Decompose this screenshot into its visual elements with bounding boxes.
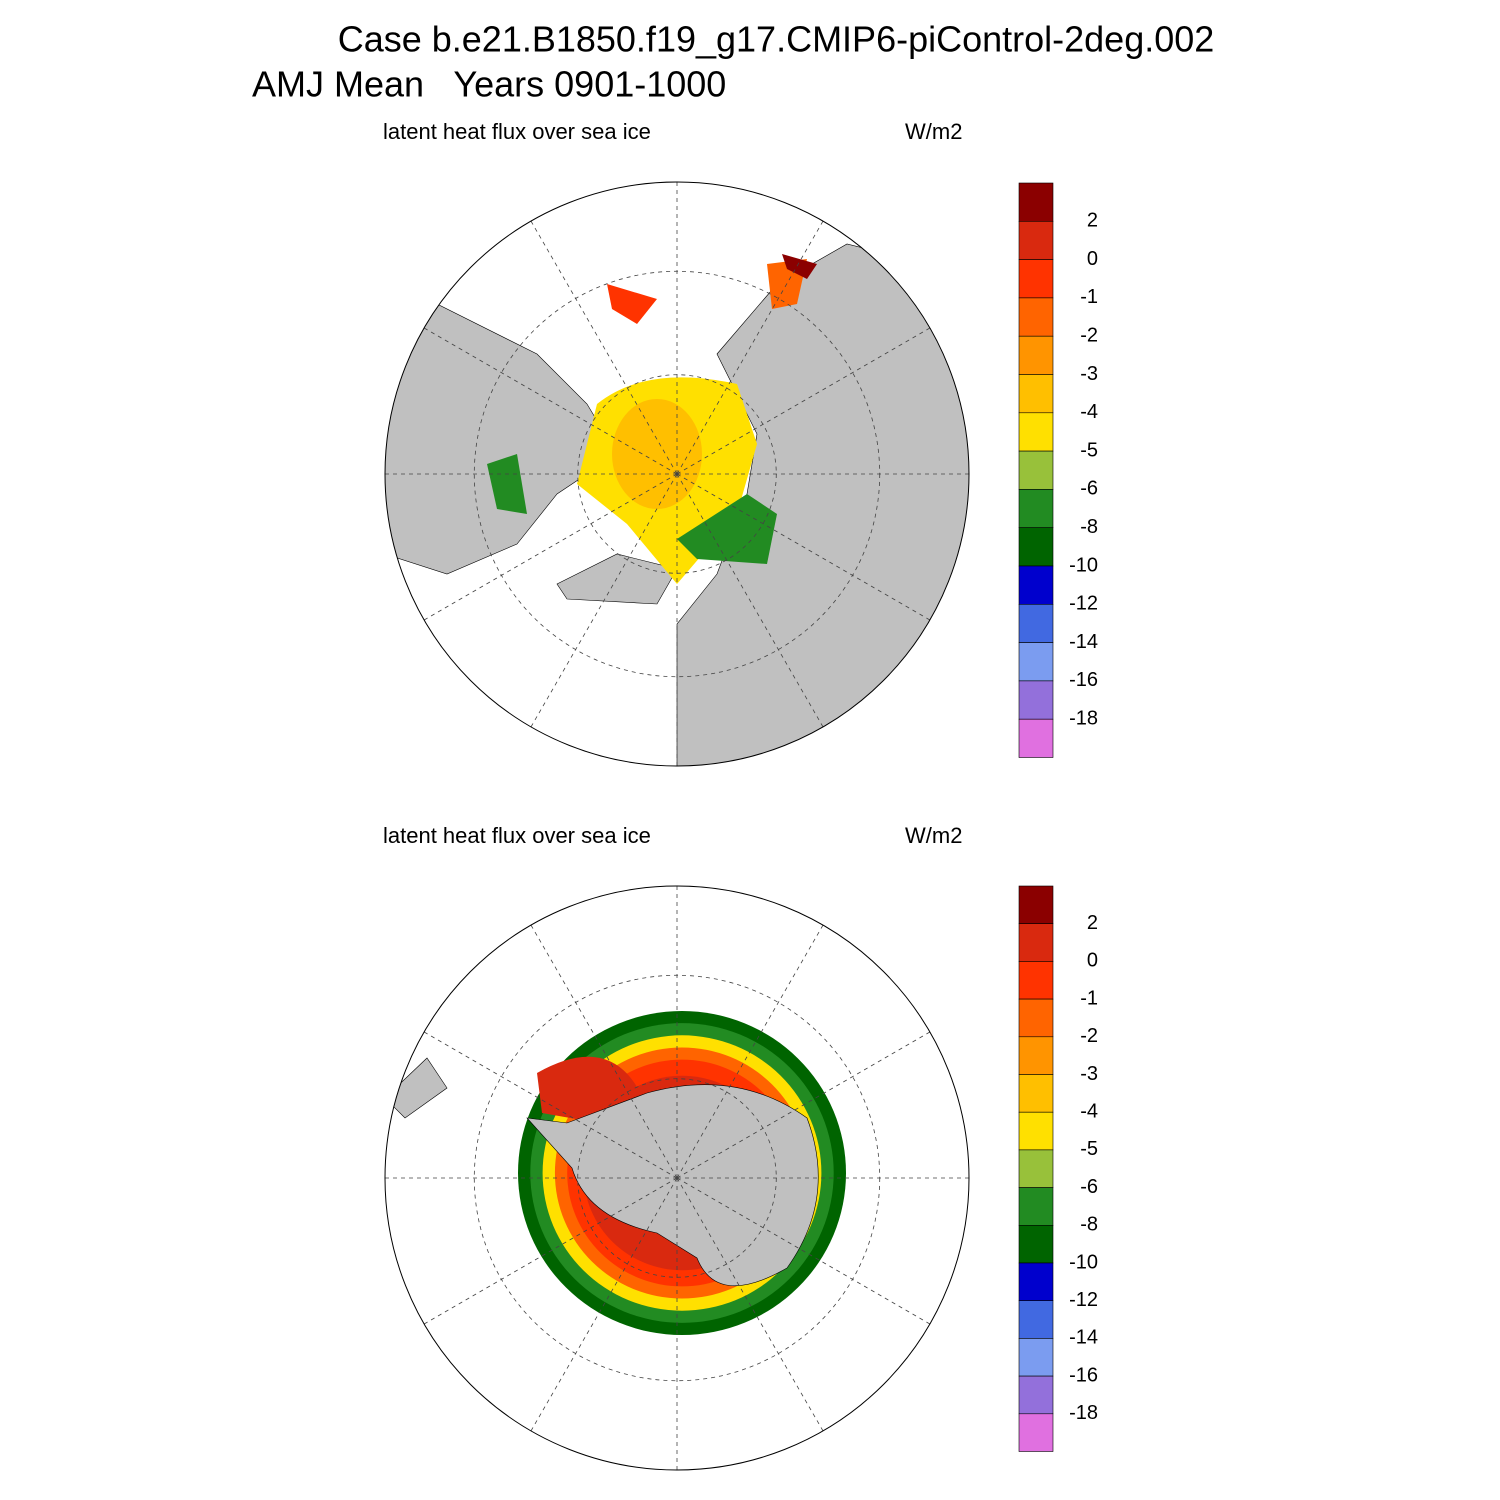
colorbar-box [1018, 1300, 1054, 1339]
map-border [384, 885, 970, 1471]
colorbar-box [1018, 718, 1054, 758]
title-line: Case b.e21.B1850.f19_g17.CMIP6-piControl… [338, 19, 1215, 60]
sea-ice [677, 494, 777, 564]
colorbar-label: -10 [1069, 1251, 1098, 1273]
land [385, 1057, 448, 1119]
colorbar-box [1018, 998, 1054, 1038]
sea-ice [607, 284, 657, 324]
colorbar-box [1018, 923, 1054, 962]
colorbar-box [1018, 1111, 1054, 1151]
colorbar-box [1018, 297, 1054, 337]
colorbar-label: -6 [1080, 1176, 1098, 1198]
colorbar-label: -12 [1069, 593, 1098, 615]
sea-ice [612, 399, 702, 509]
colorbar-box [1018, 1036, 1054, 1075]
colorbar-label: -5 [1080, 1138, 1098, 1160]
colorbar-box [1018, 527, 1054, 567]
colorbar-box [1018, 642, 1054, 682]
sea-ice [782, 254, 817, 279]
longitude-line [676, 1177, 824, 1432]
longitude-line [676, 1031, 931, 1179]
colorbar-label: -3 [1080, 363, 1098, 385]
colorbar-label: -3 [1080, 1063, 1098, 1085]
colorbar-label: -8 [1080, 516, 1098, 538]
colorbar-label: -18 [1069, 1402, 1098, 1424]
longitude-line [423, 327, 678, 475]
colorbar-box [1018, 374, 1054, 414]
graticule [385, 182, 969, 766]
longitude-line [676, 473, 824, 728]
colorbar-box [1018, 450, 1054, 490]
colorbar-box [1018, 412, 1054, 452]
title-line: AMJ Mean Years 0901-1000 [252, 64, 726, 105]
panel-label: latent heat flux over sea ice [383, 823, 651, 848]
map-border [384, 181, 970, 767]
colorbar-box [1018, 182, 1054, 222]
colorbar-label: -12 [1069, 1289, 1098, 1311]
longitude-line [423, 1031, 678, 1179]
colorbar-label: -14 [1069, 1327, 1098, 1349]
colorbar-label: -10 [1069, 554, 1098, 576]
longitude-line [423, 473, 678, 621]
colorbar-box [1018, 1149, 1054, 1188]
colorbar-label: -6 [1080, 478, 1098, 500]
longitude-line [676, 924, 824, 1179]
longitude-line [530, 220, 678, 475]
colorbar-label: -5 [1080, 439, 1098, 461]
longitude-line [423, 1177, 678, 1325]
colorbar-label: -16 [1069, 669, 1098, 691]
colorbar-box [1018, 335, 1054, 375]
colorbar-box [1018, 1338, 1054, 1377]
colorbar-label: 0 [1087, 248, 1098, 270]
colorbar-box [1018, 885, 1054, 925]
units-label: W/m2 [905, 119, 962, 144]
colorbar-box [1018, 1074, 1054, 1113]
colorbar-label: -16 [1069, 1364, 1098, 1386]
graticule [385, 886, 969, 1470]
colorbar-label: -2 [1080, 324, 1098, 346]
colorbar-box [1018, 221, 1054, 260]
colorbar-box [1018, 1187, 1054, 1226]
colorbar-box [1018, 489, 1054, 528]
colorbar-box [1018, 565, 1054, 605]
colorbar-label: -2 [1080, 1025, 1098, 1047]
colorbar-box [1018, 1413, 1054, 1452]
colorbar-label: -4 [1080, 1100, 1098, 1122]
colorbar-label: -1 [1080, 286, 1098, 308]
units-label: W/m2 [905, 823, 962, 848]
colorbar-box [1018, 961, 1054, 1000]
longitude-line [676, 473, 931, 621]
longitude-line [676, 1177, 931, 1325]
colorbar-box [1018, 1225, 1054, 1264]
colorbar-box [1018, 1375, 1054, 1415]
longitude-line [676, 220, 824, 475]
colorbar-label: 2 [1087, 210, 1098, 232]
colorbar-box [1018, 1262, 1054, 1302]
colorbar-label: -4 [1080, 401, 1098, 423]
colorbar-box [1018, 603, 1054, 643]
colorbar-label: 0 [1087, 950, 1098, 972]
sea-ice [487, 454, 527, 514]
colorbar-label: -18 [1069, 707, 1098, 729]
colorbar-box [1018, 259, 1054, 299]
longitude-line [530, 924, 678, 1179]
colorbar-label: -1 [1080, 987, 1098, 1009]
panel-label: latent heat flux over sea ice [383, 119, 651, 144]
longitude-line [530, 1177, 678, 1432]
colorbar-label: -14 [1069, 631, 1098, 653]
longitude-line [530, 473, 678, 728]
colorbar-box [1018, 680, 1054, 720]
longitude-line [676, 327, 931, 475]
colorbar-label: 2 [1087, 912, 1098, 934]
colorbar-label: -8 [1080, 1214, 1098, 1236]
